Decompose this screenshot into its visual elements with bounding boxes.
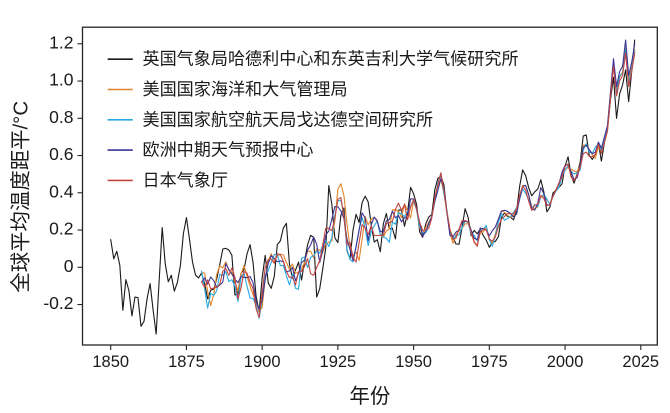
- svg-text:1950: 1950: [395, 353, 432, 371]
- svg-text:英国气象局哈德利中心和东英吉利大学气候研究所: 英国气象局哈德利中心和东英吉利大学气候研究所: [143, 50, 519, 69]
- svg-text:0.2: 0.2: [49, 219, 73, 239]
- svg-text:全球平均温度距平/°C: 全球平均温度距平/°C: [10, 101, 33, 293]
- svg-text:0.6: 0.6: [49, 144, 73, 164]
- svg-text:1875: 1875: [168, 353, 205, 371]
- svg-text:美国国家海洋和大气管理局: 美国国家海洋和大气管理局: [143, 80, 348, 99]
- svg-text:日本气象厅: 日本气象厅: [143, 171, 228, 190]
- svg-text:年份: 年份: [349, 385, 390, 408]
- svg-text:1.0: 1.0: [49, 70, 74, 90]
- svg-text:1975: 1975: [471, 353, 508, 371]
- svg-text:欧洲中期天气预报中心: 欧洲中期天气预报中心: [143, 141, 314, 160]
- svg-text:1.2: 1.2: [49, 32, 73, 52]
- svg-text:1925: 1925: [320, 353, 357, 371]
- svg-text:2000: 2000: [547, 353, 584, 371]
- svg-text:1850: 1850: [92, 353, 129, 371]
- svg-text:0.4: 0.4: [49, 181, 74, 201]
- svg-text:0.8: 0.8: [49, 107, 73, 127]
- svg-text:2025: 2025: [622, 353, 659, 371]
- svg-text:-0.2: -0.2: [43, 293, 73, 313]
- svg-text:1900: 1900: [244, 353, 281, 371]
- svg-text:美国国家航空航天局戈达德空间研究所: 美国国家航空航天局戈达德空间研究所: [143, 110, 434, 129]
- svg-text:0: 0: [64, 256, 74, 276]
